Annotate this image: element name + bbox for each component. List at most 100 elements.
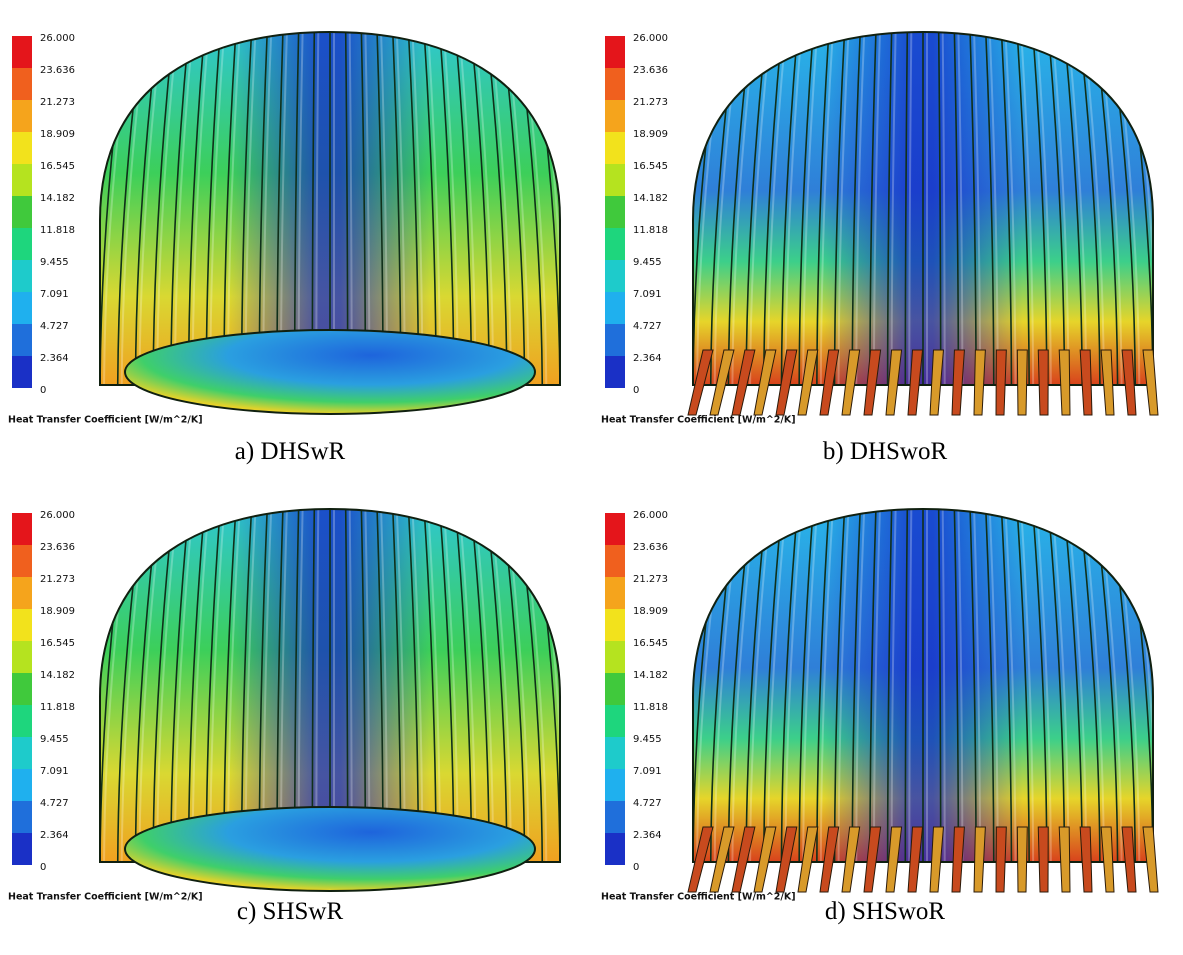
fin-foot xyxy=(951,826,965,893)
legend-band xyxy=(12,609,32,641)
legend-label: 11.818 xyxy=(633,702,668,713)
fin-foot xyxy=(1016,826,1028,893)
fin-edge xyxy=(1015,509,1030,862)
fin-foot xyxy=(731,349,756,416)
fin-foot xyxy=(973,826,986,893)
fin-foot xyxy=(1037,826,1049,893)
legend-label: 21.273 xyxy=(40,574,75,585)
legend-band xyxy=(605,513,625,545)
legend-band xyxy=(12,260,32,292)
legend-band xyxy=(605,737,625,769)
legend-label: 2.364 xyxy=(633,353,662,364)
fin-foot xyxy=(709,349,735,416)
fin-foot xyxy=(1058,349,1071,416)
fin-foot xyxy=(1121,826,1137,893)
legend-band xyxy=(605,833,625,865)
fin-highlight xyxy=(1019,509,1035,862)
fin-highlight xyxy=(1034,32,1052,385)
legend-label: 0 xyxy=(40,385,46,396)
fin-foot xyxy=(797,826,819,893)
legend-label: 4.727 xyxy=(40,321,69,332)
fin-foot xyxy=(863,826,882,893)
fin-highlight xyxy=(802,32,820,385)
legend-band xyxy=(12,196,32,228)
fin-foot xyxy=(1100,349,1115,416)
fin-edge xyxy=(904,32,909,385)
legend-label: 21.273 xyxy=(633,574,668,585)
legend-label: 4.727 xyxy=(633,321,662,332)
fin-highlight xyxy=(941,509,946,862)
legend-band xyxy=(12,769,32,801)
fin-edge xyxy=(780,509,800,862)
legend-band xyxy=(605,609,625,641)
fin-foot xyxy=(907,349,924,416)
legend-band xyxy=(605,260,625,292)
legend-title: Heat Transfer Coefficient [W/m^2/K] xyxy=(601,415,796,426)
legend-title: Heat Transfer Coefficient [W/m^2/K] xyxy=(601,892,796,903)
fin-foot xyxy=(863,349,882,416)
fin-edge xyxy=(780,32,800,385)
legend-title: Heat Transfer Coefficient [W/m^2/K] xyxy=(8,892,203,903)
legend-label: 26.000 xyxy=(40,510,75,521)
legend-band xyxy=(12,545,32,577)
fin-edge xyxy=(1015,32,1030,385)
reflector-base xyxy=(124,806,536,892)
legend-label: 2.364 xyxy=(633,830,662,841)
legend-band xyxy=(12,292,32,324)
legend-band xyxy=(12,737,32,769)
dome-outline xyxy=(99,507,561,863)
legend-label: 16.545 xyxy=(633,161,668,172)
legend-band xyxy=(12,705,32,737)
fin-foot xyxy=(775,826,798,893)
fin-foot xyxy=(907,826,924,893)
legend-label: 26.000 xyxy=(633,510,668,521)
legend-band xyxy=(12,801,32,833)
legend-band xyxy=(605,641,625,673)
legend-band xyxy=(605,545,625,577)
fin-edge xyxy=(984,32,995,385)
legend-title: Heat Transfer Coefficient [W/m^2/K] xyxy=(8,415,203,426)
legend-label: 21.273 xyxy=(40,97,75,108)
legend-band xyxy=(605,801,625,833)
legend-label: 18.909 xyxy=(633,129,668,140)
heat-sink xyxy=(100,509,560,862)
legend-band xyxy=(12,641,32,673)
fin-foot xyxy=(885,826,903,893)
legend-label: 18.909 xyxy=(40,606,75,617)
legend-band xyxy=(605,100,625,132)
fin-foot xyxy=(1016,349,1028,416)
fin-foot xyxy=(973,349,986,416)
panel-caption: b) DHSwoR xyxy=(822,438,948,465)
fin-edge xyxy=(798,32,815,385)
legend-band xyxy=(12,68,32,100)
fin-foot xyxy=(1037,349,1049,416)
legend-label: 9.455 xyxy=(633,734,662,745)
legend-band xyxy=(12,228,32,260)
legend-label: 4.727 xyxy=(633,798,662,809)
legend-label: 16.545 xyxy=(40,161,75,172)
fin-edge xyxy=(886,509,893,862)
legend-label: 11.818 xyxy=(633,225,668,236)
legend-label: 7.091 xyxy=(633,766,662,777)
fin-edge xyxy=(1000,32,1013,385)
legend-label: 23.636 xyxy=(40,542,75,553)
fin-edge xyxy=(762,509,784,862)
legend-label: 16.545 xyxy=(633,638,668,649)
legend-band xyxy=(12,833,32,865)
legend-label: 18.909 xyxy=(633,606,668,617)
legend-band xyxy=(12,132,32,164)
legend-label: 7.091 xyxy=(633,289,662,300)
legend-label: 4.727 xyxy=(40,798,69,809)
legend-band xyxy=(605,673,625,705)
legend-band xyxy=(12,36,32,68)
heat-sink xyxy=(693,509,1153,862)
fin-edge xyxy=(762,32,784,385)
panel-caption: a) DHSwR xyxy=(234,438,346,465)
heat-sink xyxy=(693,32,1153,385)
fin-foot xyxy=(731,826,756,893)
fin-edge xyxy=(798,509,815,862)
fin-foot xyxy=(951,349,965,416)
legend-label: 23.636 xyxy=(40,65,75,76)
fin-foot xyxy=(1121,349,1137,416)
